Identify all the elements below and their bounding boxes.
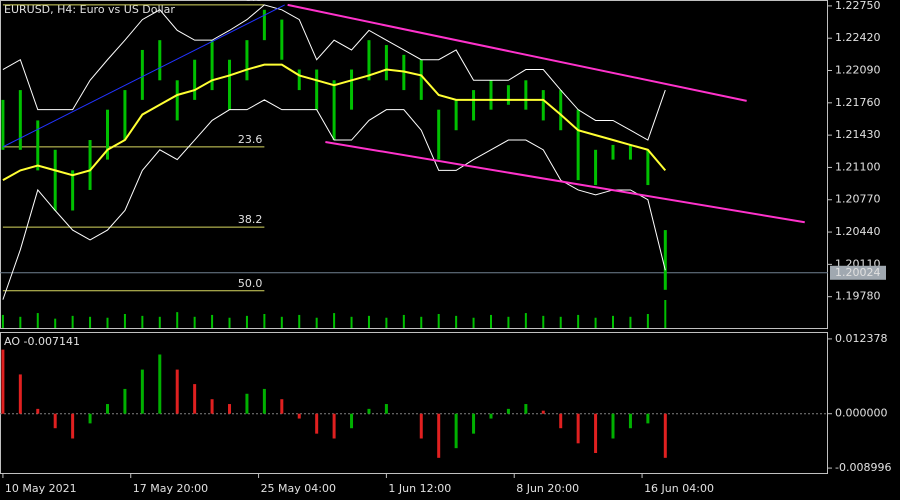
y-tick-label: 1.21760 bbox=[835, 96, 881, 109]
current-price-box bbox=[830, 265, 886, 280]
x-tick-label: 1 Jun 12:00 bbox=[388, 482, 451, 495]
y-tick-label: 1.21430 bbox=[835, 128, 881, 141]
ao-y-tick-label: -0.008996 bbox=[835, 461, 891, 474]
x-tick-label: 17 May 20:00 bbox=[133, 482, 208, 495]
indicator-line bbox=[2, 63, 667, 182]
trendline bbox=[287, 3, 747, 102]
y-tick-label: 1.21100 bbox=[835, 160, 881, 173]
y-tick-label: 1.22090 bbox=[835, 64, 881, 77]
x-tick-label: 16 Jun 04:00 bbox=[644, 482, 714, 495]
fibo-level-label: 23.6 bbox=[238, 133, 263, 146]
ao-label: AO -0.007141 bbox=[4, 335, 80, 348]
current-price-label: 1.20024 bbox=[835, 266, 881, 279]
main-panel-frame bbox=[0, 0, 828, 329]
fibo-level-label: 0.0 bbox=[245, 0, 263, 4]
x-tick-label: 8 Jun 20:00 bbox=[516, 482, 579, 495]
y-tick-label: 1.20770 bbox=[835, 193, 881, 206]
y-tick-label: 1.22420 bbox=[835, 31, 881, 44]
y-tick-label: 1.22750 bbox=[835, 0, 881, 12]
trendline bbox=[325, 140, 805, 224]
chart-title: EURUSD, H4: Euro vs US Dollar bbox=[4, 3, 175, 16]
ao-y-tick-label: 0.012378 bbox=[835, 332, 888, 345]
fibo-level-label: 38.2 bbox=[238, 213, 263, 226]
x-tick-label: 25 May 04:00 bbox=[261, 482, 336, 495]
y-tick-label: 1.19780 bbox=[835, 290, 881, 303]
x-tick-label: 10 May 2021 bbox=[5, 482, 77, 495]
trendline bbox=[2, 4, 285, 148]
indicator-line bbox=[2, 4, 666, 141]
fibo-level-label: 50.0 bbox=[238, 277, 263, 290]
y-tick-label: 1.20440 bbox=[835, 225, 881, 238]
indicator-line bbox=[2, 99, 666, 300]
ao-y-tick-label: 0.000000 bbox=[835, 407, 888, 420]
ao-panel-frame bbox=[0, 332, 828, 474]
